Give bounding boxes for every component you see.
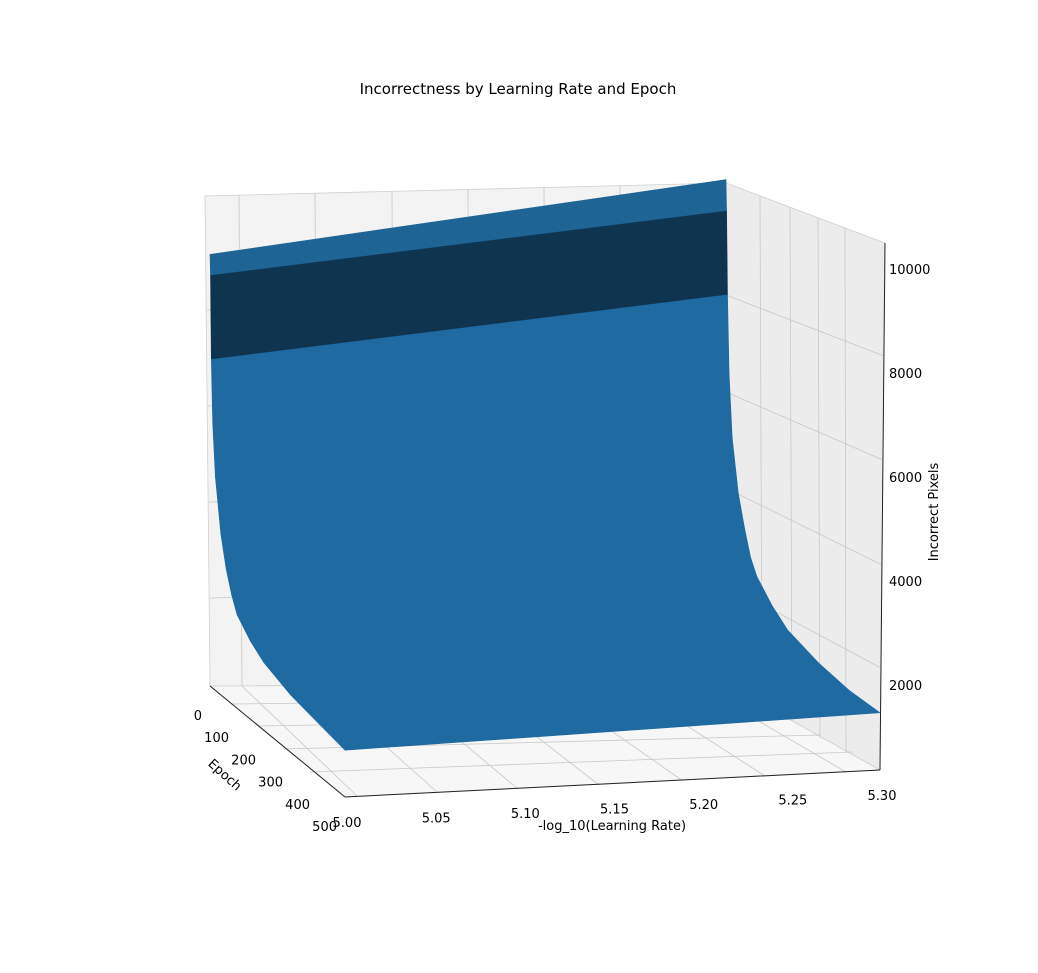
z-axis-label: Incorrect Pixels	[927, 462, 942, 561]
surface	[209, 179, 881, 751]
z-tick-label: 10000	[889, 263, 930, 278]
x-tick-label: 5.20	[689, 798, 718, 813]
x-tick-label: 5.05	[422, 812, 451, 827]
y-tick-label: 100	[204, 731, 229, 746]
y-tick-label: 500	[312, 820, 337, 835]
z-tick-label: 2000	[889, 679, 922, 694]
y-tick-label: 400	[285, 798, 310, 813]
axis-lines	[209, 242, 886, 798]
chart-title: Incorrectness by Learning Rate and Epoch	[360, 80, 677, 98]
z-tick-label: 4000	[889, 575, 922, 590]
x-tick-label: 5.00	[333, 816, 362, 831]
x-tick-label: 5.30	[868, 789, 897, 804]
z-tick-label: 6000	[889, 471, 922, 486]
y-tick-label: 200	[231, 753, 256, 768]
x-axis-label: -log_10(Learning Rate)	[538, 819, 686, 834]
x-tick-label: 5.10	[511, 807, 540, 822]
z-tick-labels: 2000 4000 6000 8000 10000	[889, 263, 930, 694]
x-tick-label: 5.25	[778, 794, 807, 809]
surface-strip	[317, 690, 881, 751]
y-tick-label: 0	[194, 709, 202, 724]
x-tick-label: 5.15	[600, 803, 629, 818]
y-tick-label: 300	[258, 776, 283, 791]
x-tick-labels: 5.00 5.05 5.10 5.15 5.20 5.25 5.30	[333, 789, 897, 831]
z-tick-label: 8000	[889, 367, 922, 382]
